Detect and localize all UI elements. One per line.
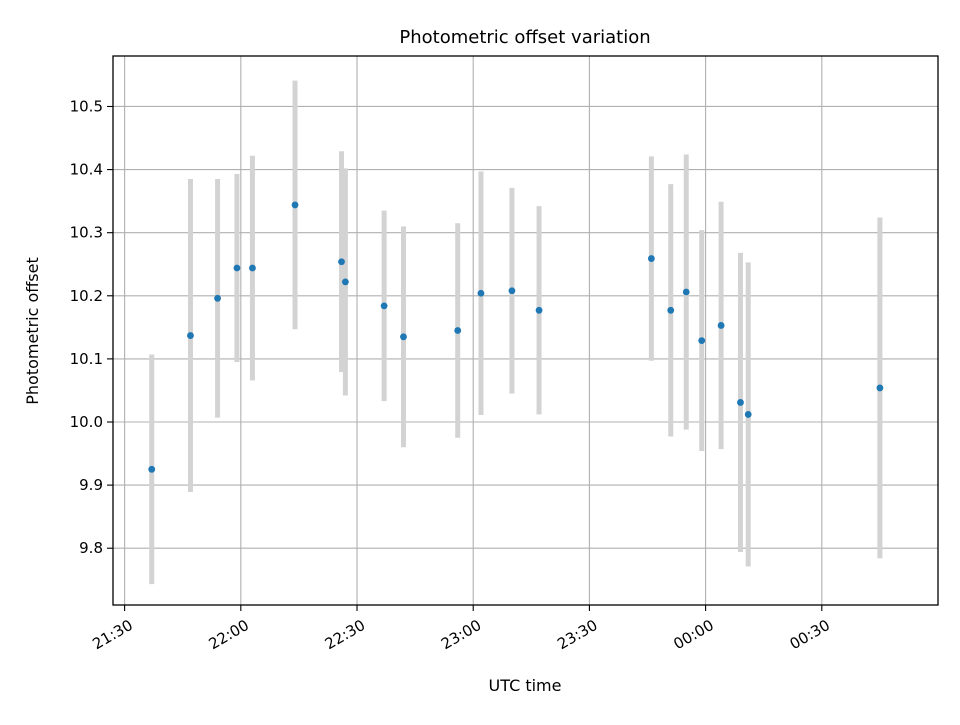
data-point (249, 264, 256, 272)
plot-area-frame (112, 55, 939, 606)
y-tick-label: 10.4 (70, 161, 103, 179)
data-point (477, 289, 485, 297)
data-point (454, 327, 462, 334)
y-axis-ticks: 9.8 9.9 10.0 10.1 10.2 10.3 10.4 10.5 (70, 97, 113, 557)
data-point (148, 465, 156, 473)
data-point (667, 306, 675, 314)
data-points (148, 201, 884, 473)
data-point (214, 294, 221, 302)
x-axis-title: UTC time (489, 676, 562, 695)
y-tick-label: 10.5 (70, 97, 103, 115)
data-point (341, 278, 349, 286)
y-tick-label: 9.9 (79, 476, 103, 494)
y-tick-label: 10.2 (70, 287, 103, 305)
data-point (400, 333, 407, 341)
data-point (380, 302, 388, 310)
y-tick-label: 9.8 (79, 539, 103, 557)
chart-title: Photometric offset variation (399, 27, 650, 48)
data-point (876, 384, 884, 392)
data-point (338, 258, 345, 266)
data-point (535, 306, 543, 314)
data-point (187, 332, 194, 339)
y-axis-title: Photometric offset (23, 257, 42, 405)
y-tick-label: 10.3 (70, 224, 103, 242)
data-point (682, 288, 690, 296)
data-point (508, 287, 516, 295)
data-point (717, 322, 725, 329)
data-point (233, 264, 241, 272)
y-tick-label: 10.0 (70, 413, 103, 431)
data-point (698, 337, 706, 344)
data-point (647, 255, 655, 262)
data-point (737, 399, 744, 406)
grid (113, 56, 938, 605)
data-point (744, 411, 752, 418)
y-tick-label: 10.1 (70, 350, 103, 368)
data-point (291, 201, 299, 209)
